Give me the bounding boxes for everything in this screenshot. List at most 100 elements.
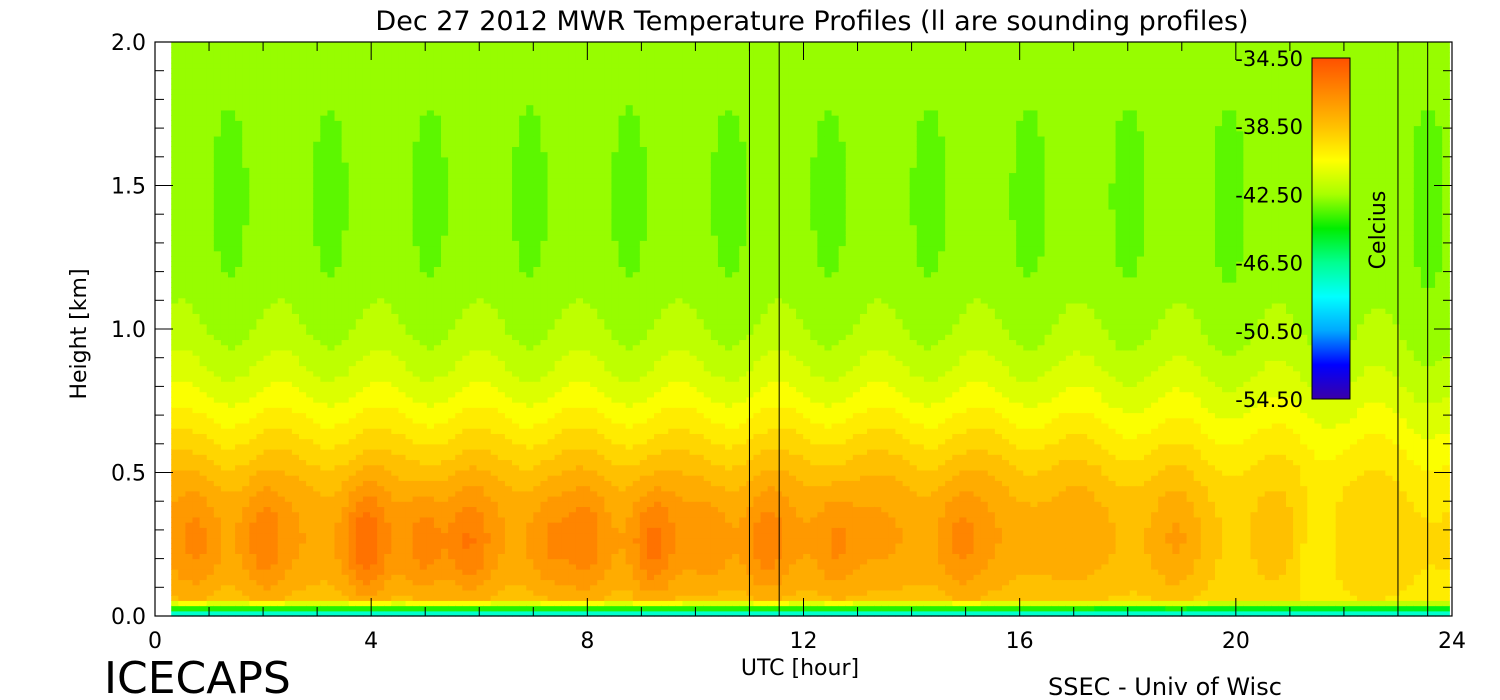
heatmap-cell: [341, 115, 350, 121]
heatmap-cell: [384, 334, 392, 341]
heatmap-cell: [341, 548, 350, 554]
heatmap-cell: [334, 57, 343, 64]
heatmap-cell: [483, 329, 492, 335]
heatmap-cell: [362, 443, 371, 450]
heatmap-cell: [327, 125, 336, 132]
heatmap-cell: [320, 475, 329, 481]
heatmap-cell: [370, 271, 378, 278]
heatmap-cell: [362, 542, 371, 549]
heatmap-cell: [419, 595, 428, 601]
heatmap-cell: [377, 120, 385, 127]
heatmap-cell: [263, 542, 272, 549]
heatmap-cell: [306, 271, 314, 278]
heatmap-cell: [291, 73, 300, 80]
heatmap-cell: [362, 553, 371, 560]
heatmap-cell: [391, 104, 400, 111]
heatmap-cell: [306, 52, 314, 59]
heatmap-cell: [348, 422, 357, 429]
heatmap-cell: [235, 271, 243, 278]
heatmap-cell: [419, 57, 428, 64]
heatmap-cell: [277, 214, 286, 221]
heatmap-cell: [192, 532, 201, 539]
heatmap-cell: [249, 130, 258, 137]
heatmap-cell: [171, 125, 179, 132]
heatmap-cell: [284, 360, 293, 367]
heatmap-cell: [362, 422, 371, 429]
heatmap-cell: [206, 151, 215, 158]
heatmap-cell: [377, 255, 385, 262]
heatmap-cell: [263, 214, 272, 221]
heatmap-cell: [370, 370, 378, 377]
heatmap-cell: [398, 109, 407, 116]
heatmap-cell: [178, 146, 187, 153]
heatmap-cell: [277, 449, 286, 455]
heatmap-cell: [483, 579, 492, 586]
heatmap-cell: [192, 109, 201, 116]
heatmap-cell: [263, 522, 272, 528]
heatmap-cell: [391, 135, 400, 142]
heatmap-cell: [213, 375, 222, 382]
heatmap-cell: [476, 146, 485, 153]
heatmap-cell: [441, 391, 449, 398]
heatmap-cell: [242, 454, 250, 461]
heatmap-cell: [441, 422, 449, 429]
heatmap-cell: [313, 188, 321, 194]
heatmap-cell: [483, 146, 492, 153]
heatmap-cell: [384, 250, 392, 257]
heatmap-cell: [426, 391, 435, 398]
heatmap-cell: [242, 527, 250, 534]
heatmap-cell: [327, 569, 336, 575]
heatmap-cell: [412, 428, 421, 434]
heatmap-cell: [362, 349, 371, 356]
heatmap-cell: [284, 182, 293, 189]
heatmap-cell: [277, 125, 286, 132]
heatmap-cell: [370, 480, 378, 487]
heatmap-cell: [469, 402, 478, 408]
heatmap-cell: [270, 370, 279, 377]
heatmap-cell: [199, 329, 208, 335]
heatmap-cell: [348, 193, 357, 200]
heatmap-cell: [206, 584, 215, 591]
heatmap-cell: [426, 109, 435, 116]
heatmap-cell: [384, 62, 392, 69]
heatmap-cell: [441, 276, 449, 283]
heatmap-cell: [341, 172, 350, 179]
heatmap-cell: [199, 130, 208, 137]
heatmap-cell: [206, 318, 215, 325]
heatmap-cell: [306, 600, 314, 607]
heatmap-cell: [220, 266, 229, 273]
heatmap-cell: [263, 130, 272, 137]
heatmap-cell: [405, 605, 414, 612]
heatmap-cell: [327, 579, 336, 586]
heatmap-cell: [306, 589, 314, 596]
heatmap-cell: [462, 271, 471, 278]
heatmap-cell: [405, 125, 414, 132]
heatmap-cell: [462, 553, 471, 560]
heatmap-cell: [398, 308, 407, 314]
heatmap-cell: [448, 219, 456, 226]
heatmap-cell: [206, 297, 215, 304]
heatmap-cell: [405, 386, 414, 393]
heatmap-cell: [384, 151, 392, 158]
heatmap-cell: [206, 459, 215, 466]
heatmap-cell: [455, 344, 463, 351]
heatmap-cell: [242, 422, 250, 429]
heatmap-cell: [277, 52, 286, 59]
heatmap-cell: [327, 297, 336, 304]
heatmap-cell: [377, 563, 385, 570]
heatmap-cell: [334, 344, 343, 351]
heatmap-cell: [192, 229, 201, 236]
heatmap-cell: [299, 193, 307, 200]
heatmap-cell: [263, 182, 272, 189]
heatmap-cell: [384, 480, 392, 487]
heatmap-cell: [433, 151, 442, 158]
heatmap-cell: [469, 454, 478, 461]
heatmap-cell: [213, 318, 222, 325]
heatmap-cell: [228, 250, 236, 257]
heatmap-cell: [263, 563, 272, 570]
heatmap-cell: [433, 99, 442, 106]
heatmap-cell: [291, 563, 300, 570]
heatmap-cell: [185, 417, 194, 424]
heatmap-cell: [412, 120, 421, 127]
heatmap-cell: [334, 302, 343, 309]
